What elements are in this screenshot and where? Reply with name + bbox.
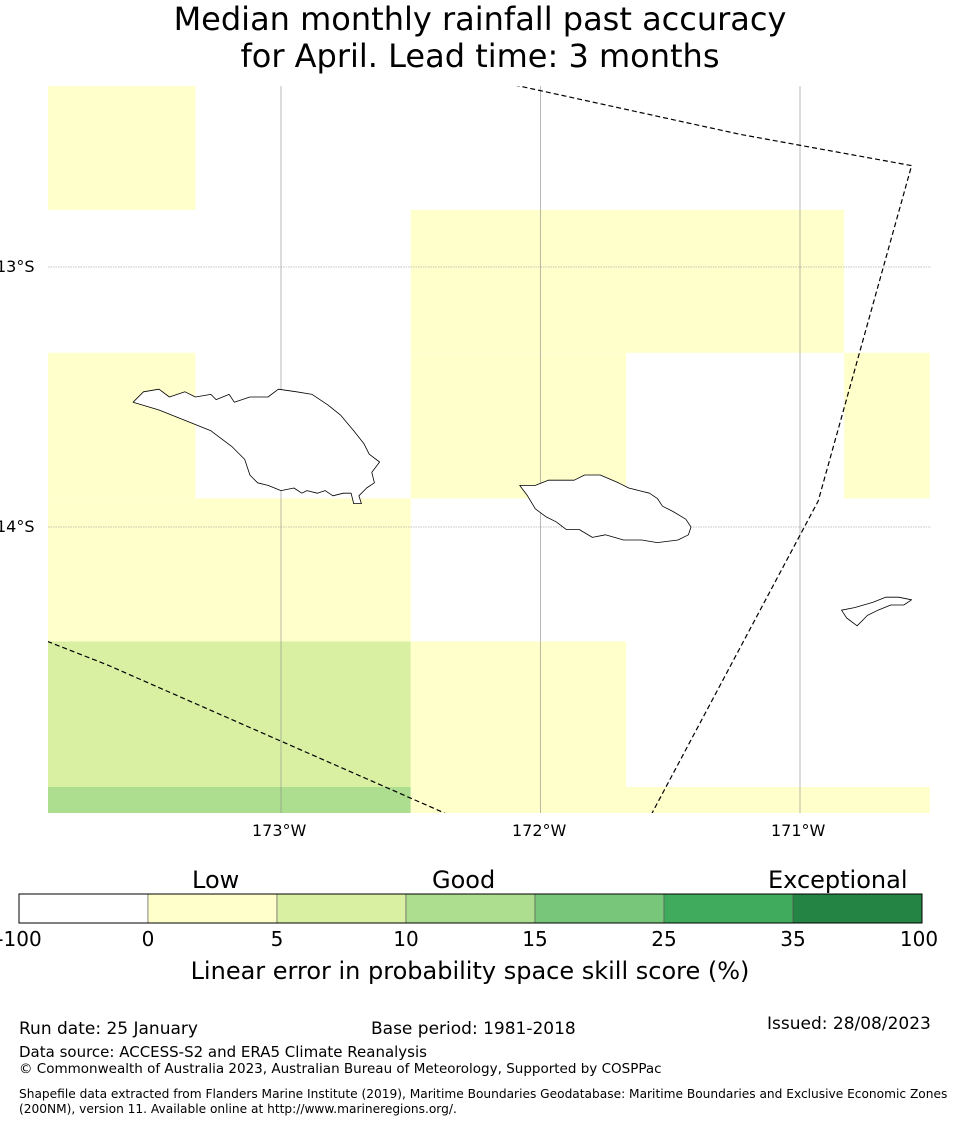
issued-date: Issued: 28/08/2023 <box>767 1014 931 1034</box>
skill-grid-cell <box>48 352 196 499</box>
colorbar-tick: -100 <box>0 927 42 951</box>
colorbar-category-good: Good <box>432 866 496 894</box>
colorbar-tick: 100 <box>899 927 939 951</box>
skill-grid-cell <box>48 86 196 210</box>
colorbar-segment <box>792 893 923 924</box>
skill-grid-cell <box>410 209 845 353</box>
data-source: Data source: ACCESS-S2 and ERA5 Climate … <box>19 1043 427 1061</box>
skill-grid-cell <box>48 498 411 642</box>
title-line-2: for April. Lead time: 3 months <box>240 37 720 75</box>
skill-grid-cell <box>48 787 411 813</box>
lon-label-171w: 171°W <box>771 821 826 840</box>
colorbar-tick: 0 <box>141 927 155 951</box>
island-savaii <box>132 388 381 505</box>
colorbar-axis-label: Linear error in probability space skill … <box>190 957 750 985</box>
colorbar-segment <box>276 893 407 924</box>
colorbar-category-exceptional: Exceptional <box>768 866 908 894</box>
lat-label-14s: 14°S <box>0 517 35 536</box>
island-tutuila <box>841 596 912 627</box>
skill-grid-cell <box>410 352 627 499</box>
colorbar-segment <box>147 893 278 924</box>
colorbar-segment <box>663 893 794 924</box>
skill-grid-cells <box>48 86 930 813</box>
lon-label-172w: 172°W <box>512 821 567 840</box>
colorbar-frame <box>18 893 923 924</box>
colorbar-tick: 5 <box>270 927 284 951</box>
shapefile-credit-line-2: (200NM), version 11. Available online at… <box>19 1102 457 1116</box>
boundary-south-west <box>48 640 445 813</box>
shapefile-credit-line-1: Shapefile data extracted from Flanders M… <box>19 1087 948 1101</box>
skill-grid-cell <box>410 641 627 787</box>
boundary-north-east <box>516 86 913 813</box>
colorbar-tick: 15 <box>522 927 548 951</box>
colorbar-tick: 10 <box>393 927 419 951</box>
colorbar-tick: 25 <box>651 927 677 951</box>
island-outlines <box>132 388 912 627</box>
lon-label-173w: 173°W <box>252 821 307 840</box>
copyright: © Commonwealth of Australia 2023, Austra… <box>19 1061 662 1077</box>
colorbar-tick: 35 <box>780 927 806 951</box>
colorbar-segment <box>405 893 536 924</box>
skill-grid-cell <box>844 352 930 499</box>
title-line-1: Median monthly rainfall past accuracy <box>173 0 787 38</box>
eez-boundaries <box>48 86 913 813</box>
colorbar-segment <box>534 893 665 924</box>
colorbar <box>18 893 923 924</box>
colorbar-segment <box>18 893 149 924</box>
island-upolu <box>519 474 692 543</box>
skill-grid-cell <box>410 787 930 813</box>
lat-label-13s: 13°S <box>0 257 35 276</box>
base-period: Base period: 1981-2018 <box>371 1019 576 1039</box>
run-date: Run date: 25 January <box>19 1019 198 1039</box>
colorbar-category-low: Low <box>192 866 240 894</box>
